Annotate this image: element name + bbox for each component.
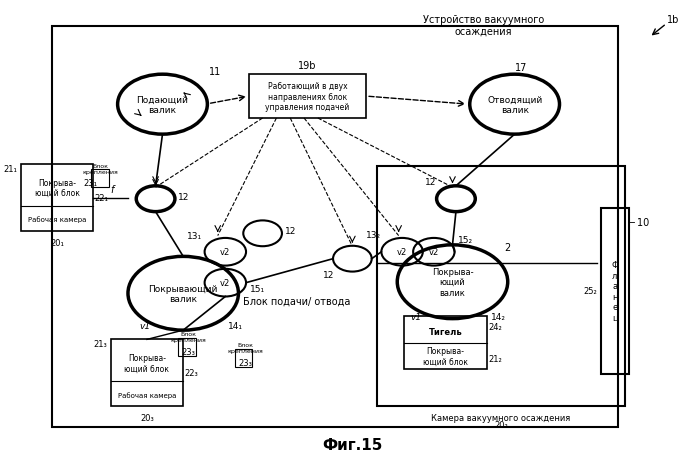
Text: 23₁: 23₁: [83, 179, 97, 188]
Text: 19b: 19b: [298, 61, 317, 70]
Text: 15₂: 15₂: [458, 235, 473, 244]
Text: Рабочая камера: Рабочая камера: [28, 216, 87, 223]
Bar: [235, 349, 252, 367]
Text: 20₃: 20₃: [140, 413, 154, 422]
Text: 21₁: 21₁: [3, 165, 17, 174]
Text: v1: v1: [140, 321, 151, 330]
Bar: [52, 27, 618, 427]
Text: Рабочая камера: Рабочая камера: [117, 391, 176, 398]
Text: Тигель: Тигель: [428, 327, 463, 336]
Text: 17: 17: [514, 63, 527, 73]
Text: 11: 11: [210, 67, 222, 77]
Text: Покрыва-
ющий блок: Покрыва- ющий блок: [124, 353, 169, 373]
Text: 2: 2: [504, 243, 510, 253]
Text: v2: v2: [397, 248, 408, 257]
Text: Ф
л
а
н
е
ц: Ф л а н е ц: [611, 261, 619, 322]
Text: 13₁: 13₁: [187, 232, 203, 241]
Text: Отводящий
валик: Отводящий валик: [487, 95, 542, 115]
Text: 25₂: 25₂: [584, 287, 598, 296]
Text: 23₃: 23₃: [238, 358, 252, 368]
Text: Покрыва-
ющий блок: Покрыва- ющий блок: [423, 347, 468, 366]
Text: 22₃: 22₃: [185, 369, 199, 377]
Bar: [377, 167, 625, 407]
Text: 14₁: 14₁: [228, 321, 243, 330]
Text: 21₃: 21₃: [94, 340, 107, 349]
Bar: [92, 169, 108, 188]
Text: Устройство вакуумного
осаждения: Устройство вакуумного осаждения: [423, 15, 545, 37]
Text: Блок
крепления: Блок крепления: [170, 331, 206, 342]
Text: 12: 12: [425, 178, 437, 187]
Bar: [21, 165, 94, 232]
Text: 20₁: 20₁: [50, 238, 64, 247]
Text: 21₂: 21₂: [489, 355, 502, 363]
Bar: [601, 208, 628, 374]
Text: v1: v1: [410, 312, 421, 321]
Text: f: f: [110, 185, 114, 195]
Text: v2: v2: [220, 248, 231, 257]
Bar: [404, 317, 487, 369]
Text: 12: 12: [322, 270, 334, 280]
Text: 22₁: 22₁: [95, 194, 109, 203]
Text: 12: 12: [284, 227, 296, 236]
Text: 24₂: 24₂: [489, 323, 502, 332]
Text: ─ 10: ─ 10: [628, 217, 650, 227]
Text: Покрывающий
валик: Покрывающий валик: [148, 284, 218, 303]
Bar: [178, 338, 196, 357]
Text: 1b: 1b: [667, 15, 679, 25]
Text: 12: 12: [178, 193, 189, 201]
Text: Покрыва-
ющий блок: Покрыва- ющий блок: [35, 178, 80, 198]
Text: Покрыва-
ющий
валик: Покрыва- ющий валик: [432, 267, 473, 297]
Text: Подающий
валик: Подающий валик: [136, 95, 189, 115]
Bar: [110, 340, 183, 407]
Text: 20₂: 20₂: [494, 420, 507, 429]
Text: 13₂: 13₂: [366, 231, 382, 239]
Text: 23₃: 23₃: [181, 347, 195, 357]
Text: Камера вакуумного осаждения: Камера вакуумного осаждения: [431, 413, 570, 422]
Text: Блок подачи/ отвода: Блок подачи/ отвода: [243, 295, 351, 306]
Text: 15₁: 15₁: [250, 285, 266, 294]
Bar: [249, 75, 366, 119]
Text: Блок
крепления: Блок крепления: [82, 164, 118, 175]
Text: v2: v2: [220, 279, 231, 288]
Text: Фиг.15: Фиг.15: [322, 438, 382, 452]
Text: 14₂: 14₂: [491, 312, 505, 321]
Text: v2: v2: [428, 248, 439, 257]
Text: Блок
крепления: Блок крепления: [227, 342, 264, 353]
Text: Работающий в двух
направлениях блок
управления подачей: Работающий в двух направлениях блок упра…: [266, 82, 350, 112]
